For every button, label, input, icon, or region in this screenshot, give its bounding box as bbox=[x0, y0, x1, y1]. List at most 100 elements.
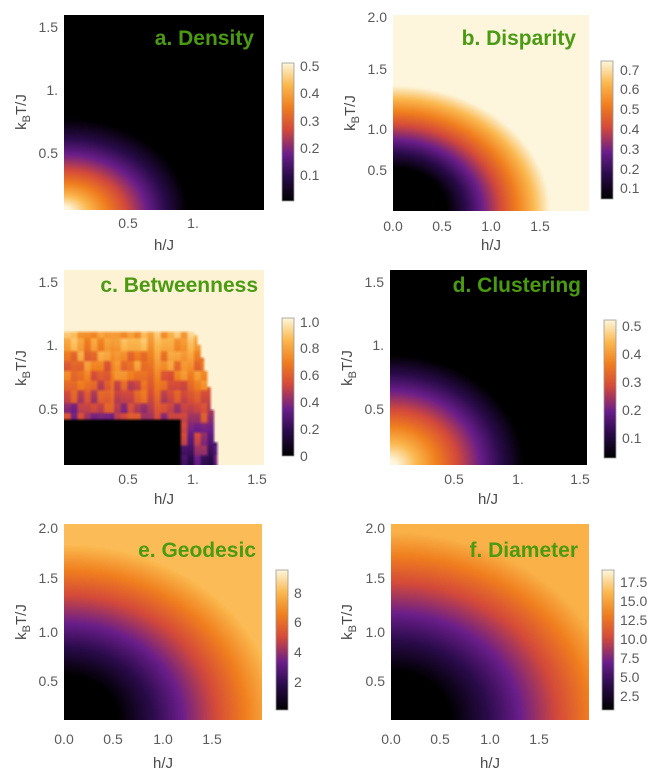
y-tick: 1.5 bbox=[366, 570, 386, 586]
cb-tick: 0.2 bbox=[620, 161, 640, 177]
cb-tick: 5.0 bbox=[620, 669, 640, 685]
y-tick: 1. bbox=[372, 337, 384, 353]
panel-c-xlabel: h/J bbox=[154, 491, 174, 508]
ylabel-suffix: T/J bbox=[339, 350, 356, 371]
cb-tick: 0.5 bbox=[620, 101, 640, 117]
cb-tick: 17.5 bbox=[620, 574, 647, 590]
cb-tick: 4 bbox=[294, 644, 302, 660]
x-tick: 1. bbox=[187, 215, 199, 231]
x-tick: 1.5 bbox=[247, 471, 267, 487]
y-tick: 1.0 bbox=[366, 624, 386, 640]
cb-tick: 0.2 bbox=[300, 140, 320, 156]
panel-b: b. Disparity 0.5 1.0 1.5 2.0 0.0 0.5 1.0… bbox=[342, 9, 640, 254]
y-tick: 1.0 bbox=[39, 624, 59, 640]
x-tick: 1.5 bbox=[570, 471, 590, 487]
cb-tick: 10.0 bbox=[620, 631, 647, 647]
panel-a-colorbar: 0.1 0.2 0.3 0.4 0.5 bbox=[281, 58, 320, 202]
panel-e-xlabel: h/J bbox=[153, 755, 173, 772]
y-tick: 1.5 bbox=[39, 274, 59, 290]
panel-f-ylabel: kBT/J bbox=[339, 604, 359, 640]
cb-tick: 2 bbox=[294, 674, 302, 690]
colorbar bbox=[600, 60, 614, 200]
panel-d-ylabel: kBT/J bbox=[339, 350, 359, 386]
cb-tick: 2.5 bbox=[620, 688, 640, 704]
panel-f: f. Diameter 0.5 1.0 1.5 2.0 0.0 0.5 1.0 … bbox=[339, 520, 647, 772]
cb-tick: 0.5 bbox=[300, 58, 320, 74]
panel-c-xticks: 0.5 1. 1.5 bbox=[118, 471, 267, 487]
panel-f-xticks: 0.0 0.5 1.0 1.5 bbox=[381, 731, 549, 747]
panel-a-yticks: 0.5 1. 1.5 bbox=[39, 19, 59, 161]
y-tick: 2.0 bbox=[39, 520, 59, 536]
y-tick: 2.0 bbox=[368, 9, 388, 25]
panel-f-colorbar: 2.5 5.0 7.5 10.0 12.5 15.0 17.5 bbox=[601, 569, 647, 711]
panel-e-yticks: 0.5 1.0 1.5 2.0 bbox=[39, 520, 59, 689]
panel-f-yticks: 0.5 1.0 1.5 2.0 bbox=[366, 520, 386, 689]
cb-tick: 0.1 bbox=[620, 180, 640, 196]
cb-tick: 1.0 bbox=[300, 314, 320, 330]
colorbar bbox=[281, 317, 295, 457]
cb-tick: 15.0 bbox=[620, 593, 647, 609]
heatmap-image bbox=[64, 270, 264, 465]
y-tick: 0.5 bbox=[39, 401, 59, 417]
panel-c-title: c. Betweenness bbox=[100, 274, 258, 297]
y-tick: 0.5 bbox=[39, 673, 59, 689]
panel-b-heatmap bbox=[393, 15, 589, 211]
panel-e-heatmap bbox=[64, 524, 262, 720]
panel-a-title: a. Density bbox=[155, 27, 255, 50]
y-tick: 1.5 bbox=[39, 19, 59, 35]
y-tick: 1. bbox=[46, 337, 58, 353]
cb-tick: 8 bbox=[294, 585, 302, 601]
colorbar bbox=[281, 62, 295, 202]
x-tick: 1.5 bbox=[202, 731, 222, 747]
cb-tick: 12.5 bbox=[620, 612, 647, 628]
panel-d-xlabel: h/J bbox=[478, 491, 498, 508]
x-tick: 1.0 bbox=[480, 731, 500, 747]
x-tick: 1.0 bbox=[153, 731, 173, 747]
heatmap-image bbox=[390, 270, 587, 465]
x-tick: 0.5 bbox=[444, 471, 464, 487]
x-tick: 0.0 bbox=[54, 731, 74, 747]
panel-a: a. Density 0.5 1. 1.5 0.5 1. h/J kBT/J 0… bbox=[13, 15, 320, 254]
x-tick: 1.5 bbox=[529, 731, 549, 747]
cb-tick: 0.8 bbox=[300, 340, 320, 356]
cb-tick: 0.2 bbox=[622, 402, 642, 418]
panel-b-colorbar: 0.1 0.2 0.3 0.4 0.5 0.6 0.7 bbox=[600, 60, 640, 200]
cb-tick: 0.3 bbox=[622, 374, 642, 390]
x-tick: 0.5 bbox=[432, 218, 452, 234]
cb-tick: 0.5 bbox=[622, 318, 642, 334]
x-tick: 1.0 bbox=[481, 218, 501, 234]
colorbar bbox=[275, 569, 289, 711]
heatmap-image bbox=[64, 524, 262, 720]
x-tick: 1.5 bbox=[530, 218, 550, 234]
y-tick: 1.0 bbox=[368, 121, 388, 137]
y-tick: 1. bbox=[46, 82, 58, 98]
x-tick: 1. bbox=[187, 471, 199, 487]
x-tick: 0.5 bbox=[118, 215, 138, 231]
panel-c-yticks: 0.5 1. 1.5 bbox=[39, 274, 59, 417]
panel-b-xticks: 0.0 0.5 1.0 1.5 bbox=[383, 218, 550, 234]
panel-e: e. Geodesic 0.5 1.0 1.5 2.0 0.0 0.5 1.0 … bbox=[13, 520, 302, 772]
x-tick: 0.5 bbox=[118, 471, 138, 487]
cb-tick: 0.4 bbox=[622, 346, 642, 362]
panel-b-xlabel: h/J bbox=[481, 237, 501, 254]
y-tick: 0.5 bbox=[368, 162, 388, 178]
panel-e-ylabel: kBT/J bbox=[13, 604, 33, 640]
cb-tick: 0.6 bbox=[300, 367, 320, 383]
panel-d-yticks: 0.5 1. 1.5 bbox=[365, 274, 385, 417]
cb-tick: 6 bbox=[294, 614, 302, 630]
panel-c-ylabel: kBT/J bbox=[13, 350, 33, 386]
heatmap-image bbox=[64, 15, 264, 210]
y-tick: 1.5 bbox=[368, 61, 388, 77]
panel-d-xticks: 0.5 1. 1.5 bbox=[444, 471, 590, 487]
heatmap-image bbox=[391, 524, 589, 720]
y-tick: 1.5 bbox=[365, 274, 385, 290]
ylabel-suffix: T/J bbox=[339, 604, 356, 625]
heatmap-image bbox=[393, 15, 589, 211]
y-tick: 0.5 bbox=[39, 145, 59, 161]
y-tick: 1.5 bbox=[39, 570, 59, 586]
panel-d-heatmap bbox=[390, 270, 587, 465]
panel-a-xlabel: h/J bbox=[154, 237, 174, 254]
cb-tick: 0.1 bbox=[300, 167, 320, 183]
panel-e-colorbar: 2 4 6 8 bbox=[275, 569, 302, 711]
